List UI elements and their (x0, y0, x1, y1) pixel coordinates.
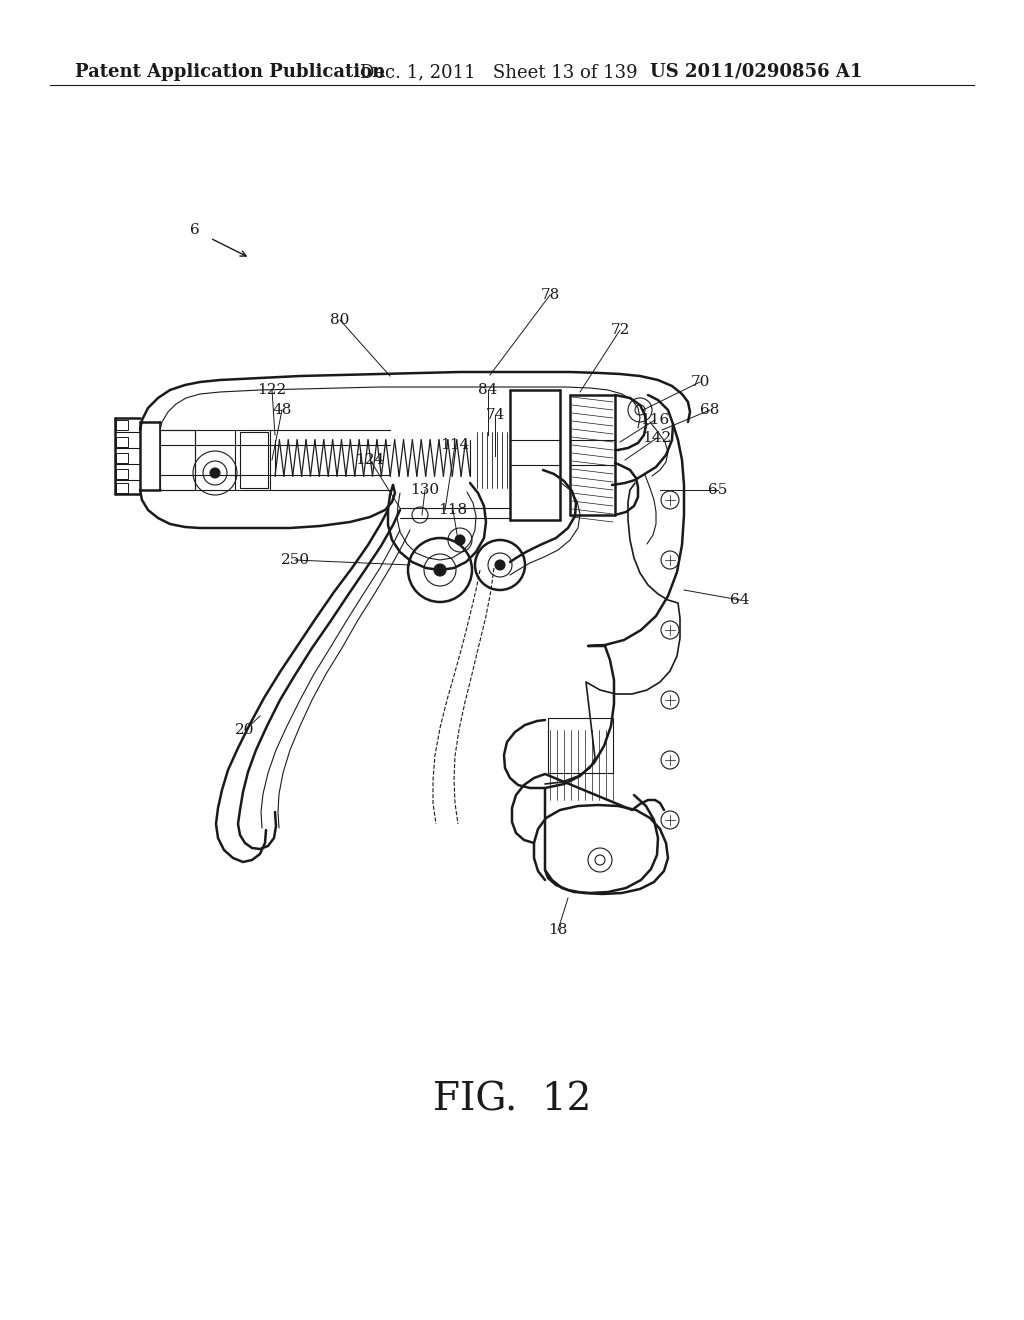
Text: 64: 64 (730, 593, 750, 607)
Text: 78: 78 (541, 288, 560, 302)
Bar (240, 432, 268, 488)
Circle shape (210, 469, 220, 478)
Text: 142: 142 (642, 432, 672, 445)
Text: 68: 68 (700, 403, 720, 417)
Text: 130: 130 (411, 483, 439, 498)
Text: 70: 70 (690, 375, 710, 389)
Bar (116, 469, 128, 479)
Text: 65: 65 (709, 483, 728, 498)
Text: 20: 20 (236, 723, 255, 737)
Text: 118: 118 (438, 503, 468, 517)
Bar (548, 718, 613, 774)
Text: 250: 250 (281, 553, 309, 568)
Text: Dec. 1, 2011   Sheet 13 of 139: Dec. 1, 2011 Sheet 13 of 139 (360, 63, 638, 81)
Text: FIG.  12: FIG. 12 (433, 1081, 591, 1118)
Circle shape (434, 564, 446, 576)
Text: 116: 116 (640, 413, 670, 426)
Bar (116, 437, 128, 447)
Text: 6: 6 (190, 223, 200, 238)
Text: 74: 74 (485, 408, 505, 422)
Bar (116, 420, 128, 430)
Text: 18: 18 (548, 923, 567, 937)
Text: US 2011/0290856 A1: US 2011/0290856 A1 (650, 63, 862, 81)
Text: 122: 122 (257, 383, 287, 397)
Text: 114: 114 (440, 438, 470, 451)
Text: 72: 72 (610, 323, 630, 337)
Text: 80: 80 (331, 313, 349, 327)
Bar (116, 483, 128, 492)
Bar (116, 453, 128, 463)
Circle shape (495, 560, 505, 570)
Text: 48: 48 (272, 403, 292, 417)
Text: 84: 84 (478, 383, 498, 397)
Circle shape (455, 535, 465, 545)
Text: 124: 124 (355, 453, 385, 467)
Text: Patent Application Publication: Patent Application Publication (75, 63, 385, 81)
